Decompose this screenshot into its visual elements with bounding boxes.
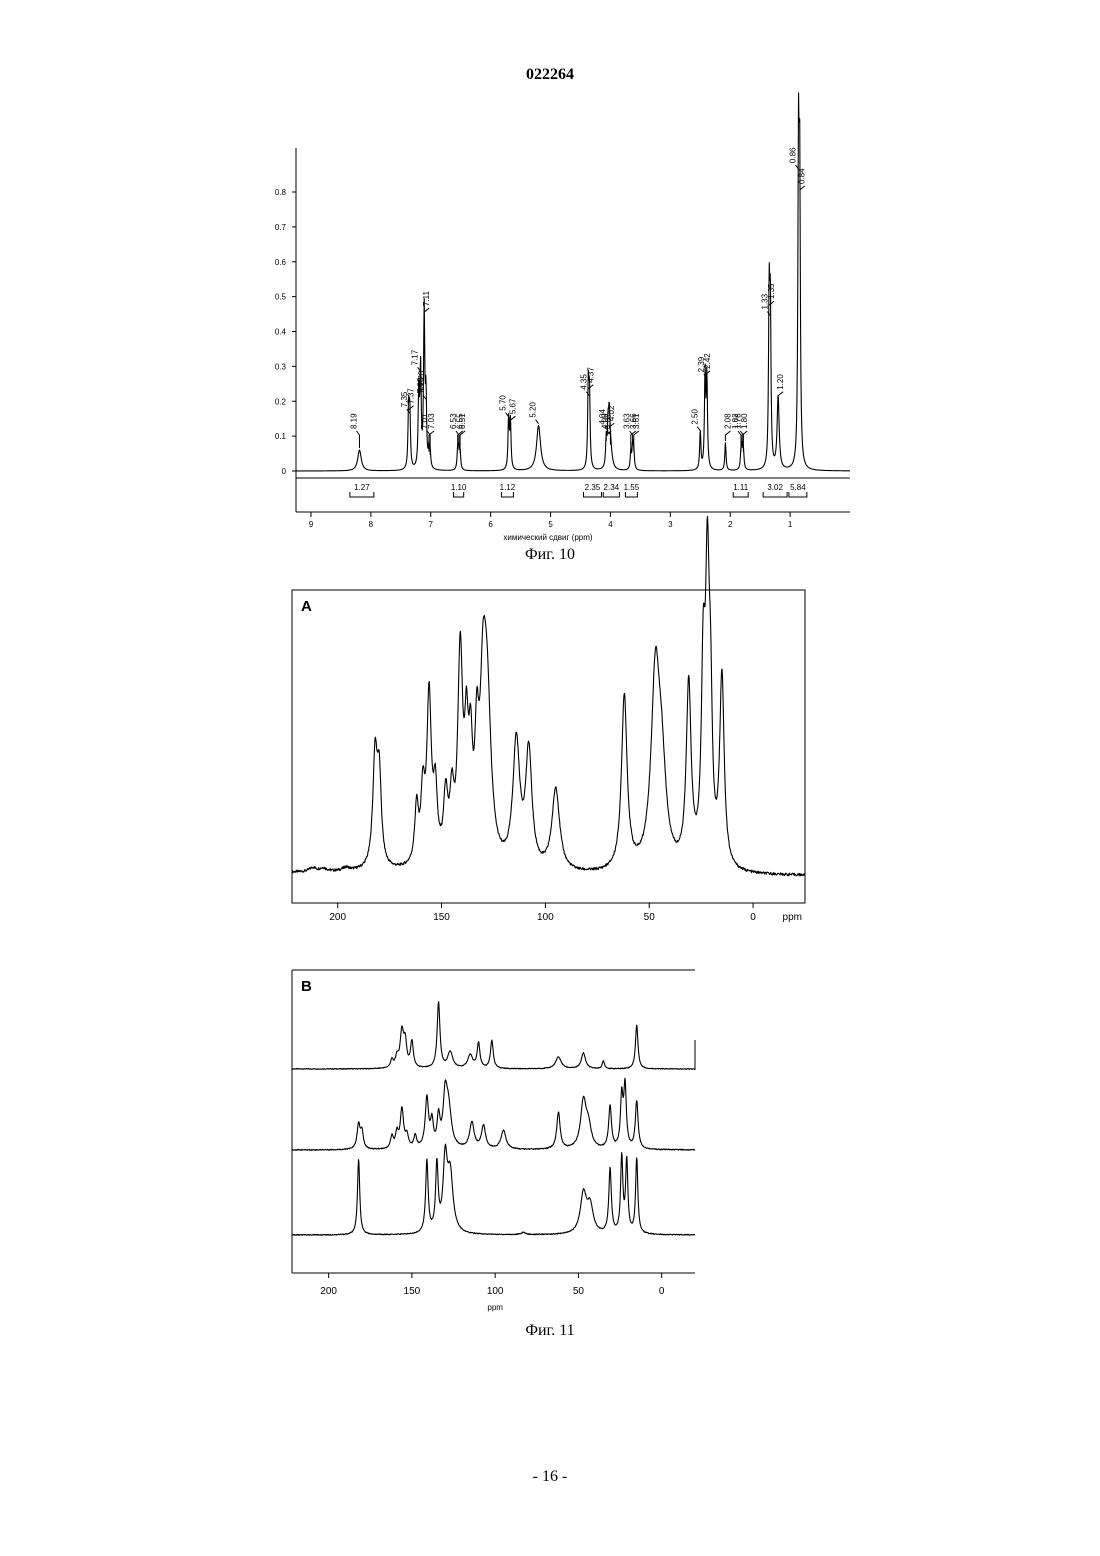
fig11b-x-tick-label: 150 bbox=[404, 1286, 421, 1297]
page-number: - 16 - bbox=[0, 1468, 1100, 1486]
fig11b-x-tick-label: 200 bbox=[320, 1286, 337, 1297]
fig11b-x-tick-label: 50 bbox=[573, 1286, 585, 1297]
fig11b-spectrum-trace bbox=[292, 1078, 695, 1150]
fig11b-x-axis-title: ppm bbox=[487, 1303, 503, 1312]
fig11b-x-tick-label: 100 bbox=[487, 1286, 504, 1297]
fig11-caption: Фиг. 11 bbox=[0, 1322, 1100, 1340]
fig11b-spectrum-trace bbox=[292, 1002, 695, 1070]
fig11b-x-tick-label: 0 bbox=[659, 1286, 665, 1297]
fig11b-panel-label: B bbox=[301, 978, 312, 995]
fig11-panel-b-chart: B 200 150 100 50 0 ppm bbox=[0, 0, 1100, 1330]
fig11b-spectrum-trace bbox=[292, 1144, 695, 1235]
